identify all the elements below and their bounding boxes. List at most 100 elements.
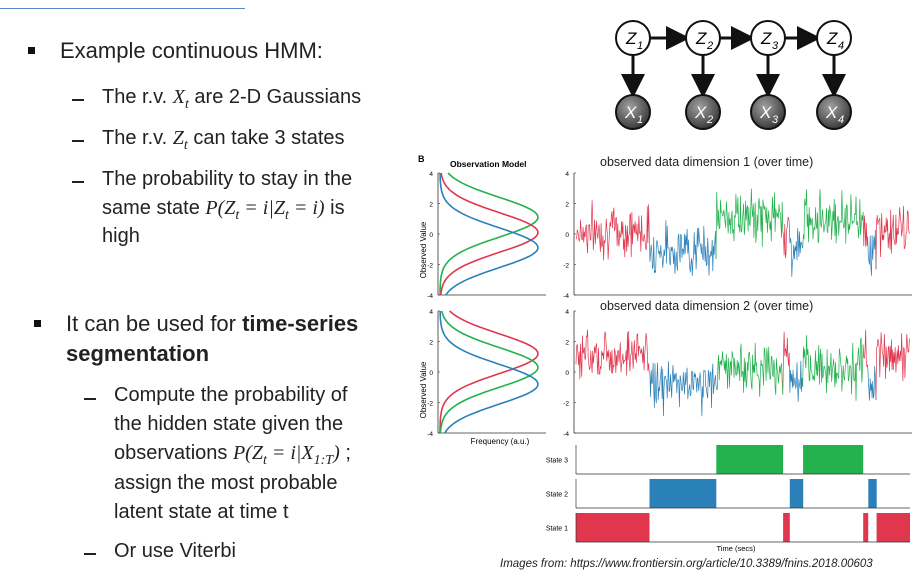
y-tick-label: -2 [427,263,433,270]
state-segment-2 [789,479,804,508]
y-tick-label: -4 [563,431,569,438]
sub-bullet-compute-line1: Compute the probability of [114,384,348,406]
svg-text:1: 1 [637,40,643,52]
gaussian-state1-dim2 [439,310,539,433]
y-tick-label: -2 [563,401,569,408]
state-segment-1 [576,513,650,542]
svg-text:X: X [759,103,772,122]
sub-bullet-dash [72,99,84,101]
y-tick-label: 2 [429,202,433,209]
y-tick-label: 0 [565,370,569,377]
sub-bullet-dash [84,553,96,555]
dimension1-title: observed data dimension 1 (over time) [600,155,813,169]
gaussian-state3-dim1 [439,172,539,296]
obs-xlabel: Frequency (a.u.) [471,437,530,446]
bullet-square [28,47,35,54]
y-tick-label: 0 [565,232,569,239]
timeseries-dim1-state3 [715,188,864,259]
y-tick-label: -2 [563,263,569,270]
svg-text:3: 3 [772,114,779,126]
sub-bullet-compute-line3: observations P(Zt = i|X1:T) ; [114,442,351,468]
gaussian-state2-dim2 [439,310,539,434]
time-xlabel: Time (secs) [717,544,756,553]
timeseries-dim1-state1 [575,200,910,270]
svg-text:Z: Z [826,29,838,48]
svg-text:2: 2 [706,40,713,52]
bullet-square [34,320,41,327]
y-tick-label: 2 [429,340,433,347]
y-tick-label: 4 [429,309,433,316]
sub-bullet-dash [72,181,84,183]
sub-bullet-compute-line5: latent state at time t [114,501,289,523]
sub-bullet-x-gaussians: The r.v. Xt are 2-D Gaussians [102,86,362,112]
sub-bullet-stay-line2: same state P(Zt = i|Zt = i) is [102,197,345,223]
y-tick-label: 2 [565,340,569,347]
image-source-caption: Images from: https://www.frontiersin.org… [500,558,873,570]
observation-model-title: Observation Model [450,159,527,169]
hmm-nodes: Z 1X 1Z 2X 2Z 3X 3Z 4X 4 [615,20,852,130]
timeseries-dim1-state2 [648,220,877,277]
sub-bullet-dash [84,398,96,400]
state-segment-2 [868,479,877,508]
sub-bullet-viterbi: Or use Viterbi [114,540,236,562]
hmm-figure-panel: B Observation Model observed data dimens… [418,154,912,553]
hmm-edges [621,26,846,98]
y-tick-label: -4 [427,431,433,438]
svg-text:Z: Z [760,29,772,48]
obs-ylabel-bottom: Observed Value [419,361,428,418]
sub-bullet-dash [72,140,84,142]
bullet-segmentation-line2: segmentation [66,341,210,366]
svg-text:Z: Z [625,29,637,48]
svg-text:2: 2 [706,114,713,126]
timeseries-dim2-state3 [715,335,864,401]
sub-bullet-z-states: The r.v. Zt can take 3 states [102,127,345,153]
obs-ylabel-top: Observed Value [419,221,428,278]
svg-text:1: 1 [637,114,643,126]
svg-text:3: 3 [772,40,779,52]
bullet-segmentation-line1: It can be used for time-series [66,311,359,336]
y-tick-label: 2 [565,202,569,209]
svg-text:X: X [694,103,707,122]
sub-bullet-compute-line2: the hidden state given the [114,413,344,435]
sub-bullet-compute-line4: assign the most probable [114,472,338,494]
y-tick-label: 4 [429,171,433,178]
sub-bullet-stay-line1: The probability to stay in the [102,168,353,190]
gaussian-state2-dim1 [439,173,539,296]
state-segment-1 [876,513,910,542]
state-segment-3 [716,445,784,474]
state-row-label: State 3 [546,458,568,465]
y-tick-label: 4 [565,309,569,316]
y-tick-label: -4 [427,293,433,300]
hmm-diagram: Z 1X 1Z 2X 2Z 3X 3Z 4X 4 [615,20,852,130]
state-row-label: State 2 [546,492,568,499]
timeseries-dim2-state2 [648,352,877,417]
timeseries-dim2-state1 [575,329,910,401]
svg-text:Z: Z [695,29,707,48]
gaussian-state1-dim1 [439,172,539,296]
y-tick-label: 4 [565,171,569,178]
dimension2-title: observed data dimension 2 (over time) [600,299,813,313]
y-tick-label: 0 [429,232,433,239]
state-segment-3 [803,445,864,474]
y-tick-label: -4 [563,293,569,300]
gaussian-state3-dim2 [439,310,539,434]
sub-bullet-stay-line3: high [102,225,140,247]
svg-text:4: 4 [838,114,844,126]
panel-label: B [418,154,425,164]
state-segment-1 [863,513,869,542]
title-divider-line [0,8,245,9]
state-row-label: State 1 [546,526,568,533]
state-segment-1 [783,513,790,542]
y-tick-label: 0 [429,370,433,377]
y-tick-label: -2 [427,401,433,408]
svg-text:X: X [624,103,637,122]
svg-text:4: 4 [838,40,844,52]
